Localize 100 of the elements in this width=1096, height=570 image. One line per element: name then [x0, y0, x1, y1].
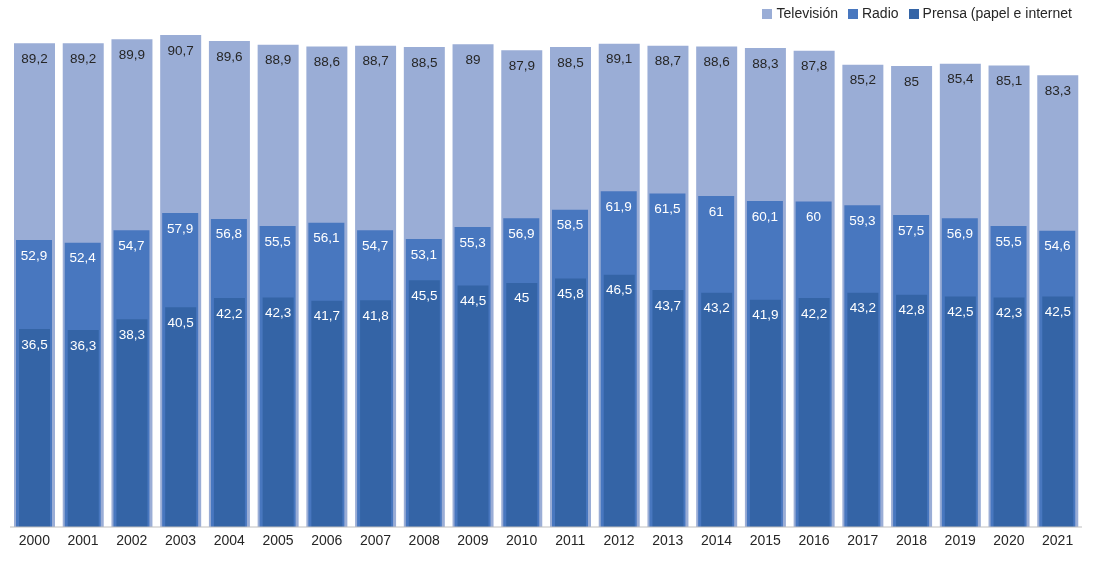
x-tick-label: 2019 — [944, 531, 976, 548]
x-tick-label: 2017 — [847, 531, 879, 548]
data-label: 85,1 — [995, 72, 1023, 88]
data-label: 45,8 — [557, 286, 584, 302]
bar — [701, 292, 733, 527]
data-label: 90,7 — [167, 42, 194, 58]
bar — [67, 330, 99, 527]
data-label: 40,5 — [167, 314, 194, 330]
bar — [408, 280, 440, 527]
x-tick-label: 2004 — [213, 531, 246, 548]
data-label: 88,5 — [411, 54, 438, 70]
data-label: 61,5 — [654, 200, 681, 216]
x-tick-label: 2018 — [895, 531, 928, 548]
data-label: 59,3 — [849, 212, 876, 228]
bar — [262, 297, 294, 527]
data-label: 55,3 — [459, 234, 486, 250]
bar — [506, 282, 538, 527]
bar — [457, 285, 489, 527]
bar — [847, 292, 879, 527]
data-label: 85 — [904, 73, 920, 89]
data-label: 42,2 — [801, 305, 828, 321]
x-tick-label: 2015 — [749, 531, 782, 548]
data-label: 43,7 — [654, 297, 682, 313]
data-label: 87,8 — [801, 58, 828, 74]
data-label: 89,6 — [216, 48, 243, 64]
x-tick-label: 2001 — [67, 531, 99, 548]
data-label: 88,9 — [265, 52, 292, 68]
data-label: 42,3 — [265, 305, 292, 321]
data-label: 88,7 — [654, 53, 682, 69]
legend-label: Prensa (papel e internet — [922, 5, 1072, 21]
data-label: 36,3 — [70, 337, 97, 353]
data-label: 56,9 — [946, 225, 973, 241]
data-label: 89,9 — [118, 46, 146, 62]
x-tick-label: 2008 — [408, 531, 440, 548]
data-label: 43,2 — [849, 300, 876, 316]
bar — [555, 278, 586, 527]
x-tick-label: 2014 — [700, 531, 733, 548]
data-label: 52,9 — [20, 247, 48, 263]
bar — [116, 319, 148, 527]
data-label: 88,6 — [703, 53, 730, 69]
data-label: 88,7 — [362, 53, 389, 69]
data-label: 55,5 — [264, 233, 291, 249]
data-label: 42,5 — [1044, 304, 1071, 320]
x-tick-label: 2007 — [359, 531, 392, 548]
data-label: 58,5 — [556, 217, 584, 233]
bar — [993, 297, 1025, 527]
legend-label: Televisión — [776, 5, 838, 21]
data-label: 41,7 — [313, 308, 340, 324]
bar — [652, 289, 684, 527]
bar — [944, 296, 976, 527]
x-tick-label: 2011 — [555, 531, 586, 548]
data-label: 56,8 — [215, 226, 243, 242]
bar — [603, 274, 635, 527]
data-label: 41,8 — [362, 307, 389, 323]
bar — [1042, 296, 1074, 527]
x-tick-label: 2002 — [116, 531, 148, 548]
x-tick-label: 2020 — [993, 531, 1025, 548]
data-label: 85,4 — [947, 71, 974, 87]
data-label: 89,2 — [70, 50, 97, 66]
data-label: 42,3 — [995, 305, 1023, 321]
data-label: 85,2 — [849, 72, 876, 88]
data-label: 89,2 — [21, 50, 48, 66]
data-label: 88,6 — [313, 53, 340, 69]
data-label: 56,9 — [508, 225, 535, 241]
legend-label: Radio — [861, 5, 899, 21]
data-label: 41,9 — [752, 307, 779, 323]
bar — [213, 298, 245, 527]
data-label: 54,6 — [1044, 238, 1071, 254]
x-tick-label: 2021 — [1042, 531, 1074, 548]
x-tick-label: 2000 — [18, 531, 51, 548]
bar — [311, 300, 343, 527]
x-tick-label: 2006 — [311, 531, 343, 548]
data-label: 88,5 — [557, 54, 584, 70]
data-label: 52,4 — [69, 250, 97, 266]
data-label: 83,3 — [1044, 82, 1071, 98]
data-label: 60 — [806, 209, 822, 225]
data-label: 38,3 — [118, 326, 146, 342]
bar — [798, 298, 830, 527]
bar — [749, 299, 781, 527]
data-label: 61 — [708, 203, 724, 219]
x-tick-label: 2012 — [603, 531, 635, 548]
data-label: 88,3 — [752, 55, 779, 71]
data-label: 55,5 — [995, 233, 1022, 249]
data-label: 89 — [465, 51, 481, 67]
bar — [165, 307, 197, 527]
data-label: 36,5 — [21, 336, 48, 352]
data-label: 42,5 — [947, 304, 974, 320]
data-label: 42,2 — [216, 305, 243, 321]
data-label: 60,1 — [751, 208, 779, 224]
data-label: 42,8 — [898, 302, 925, 318]
data-label: 53,1 — [410, 246, 437, 262]
x-tick-label: 2010 — [506, 531, 538, 548]
data-label: 46,5 — [606, 282, 633, 298]
data-label: 54,7 — [118, 237, 145, 253]
data-label: 45,5 — [411, 287, 438, 303]
data-label: 61,9 — [605, 198, 632, 214]
bar — [19, 329, 50, 527]
data-label: 57,5 — [897, 222, 925, 238]
data-label: 43,2 — [703, 300, 730, 316]
data-label: 45 — [514, 290, 530, 306]
